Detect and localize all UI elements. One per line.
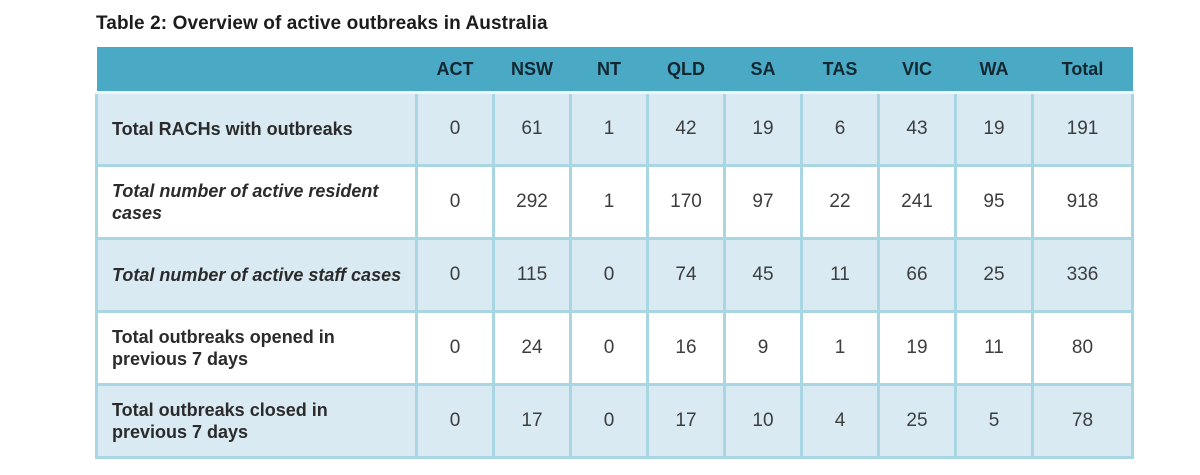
data-cell-act: 0 bbox=[415, 237, 495, 313]
column-header-act: ACT bbox=[416, 47, 494, 94]
data-cell-act: 0 bbox=[415, 164, 495, 240]
data-cell-nsw: 292 bbox=[492, 164, 572, 240]
table-row: Total outbreaks opened in previous 7 day… bbox=[95, 310, 1134, 386]
column-header-nsw: NSW bbox=[493, 47, 571, 94]
data-cell-total: 78 bbox=[1031, 383, 1134, 459]
table-caption: Table 2: Overview of active outbreaks in… bbox=[96, 13, 548, 34]
table-body: Total RACHs with outbreaks 0 61 1 42 19 6 43 19 1… bbox=[95, 91, 1134, 459]
header-row: ACT NSW NT QLD SA TAS VIC WA Total bbox=[96, 47, 1133, 94]
table-row: Total number of active resident cases 0 29… bbox=[95, 164, 1134, 240]
data-cell-total: 336 bbox=[1031, 237, 1134, 313]
data-cell-sa: 9 bbox=[723, 310, 803, 386]
data-cell-tas: 22 bbox=[800, 164, 880, 240]
column-header-total: Total bbox=[1032, 47, 1133, 94]
row-label: Total number of active resident cases bbox=[95, 164, 418, 240]
data-cell-act: 0 bbox=[415, 91, 495, 167]
data-cell-tas: 1 bbox=[800, 310, 880, 386]
data-cell-qld: 170 bbox=[646, 164, 726, 240]
corner-cell bbox=[96, 47, 417, 94]
row-label: Total outbreaks opened in previous 7 day… bbox=[95, 310, 418, 386]
data-cell-sa: 19 bbox=[723, 91, 803, 167]
data-cell-sa: 10 bbox=[723, 383, 803, 459]
data-cell-nt: 1 bbox=[569, 91, 649, 167]
column-header-nt: NT bbox=[570, 47, 648, 94]
data-cell-total: 80 bbox=[1031, 310, 1134, 386]
data-cell-qld: 42 bbox=[646, 91, 726, 167]
data-cell-total: 191 bbox=[1031, 91, 1134, 167]
data-cell-tas: 11 bbox=[800, 237, 880, 313]
data-cell-nt: 1 bbox=[569, 164, 649, 240]
data-cell-qld: 16 bbox=[646, 310, 726, 386]
table-row: Total RACHs with outbreaks 0 61 1 42 19 6 43 19 1… bbox=[95, 91, 1134, 167]
data-cell-nsw: 24 bbox=[492, 310, 572, 386]
data-cell-act: 0 bbox=[415, 310, 495, 386]
data-cell-nt: 0 bbox=[569, 383, 649, 459]
data-cell-wa: 19 bbox=[954, 91, 1034, 167]
table-header: ACT NSW NT QLD SA TAS VIC WA Total bbox=[96, 47, 1133, 94]
data-cell-nsw: 17 bbox=[492, 383, 572, 459]
data-cell-nt: 0 bbox=[569, 237, 649, 313]
data-cell-vic: 241 bbox=[877, 164, 957, 240]
data-cell-sa: 97 bbox=[723, 164, 803, 240]
column-header-tas: TAS bbox=[801, 47, 879, 94]
data-cell-vic: 66 bbox=[877, 237, 957, 313]
data-cell-qld: 17 bbox=[646, 383, 726, 459]
column-header-wa: WA bbox=[955, 47, 1033, 94]
data-cell-nt: 0 bbox=[569, 310, 649, 386]
outbreaks-table: ACT NSW NT QLD SA TAS VIC WA Total Total RACHs w… bbox=[95, 47, 1134, 459]
data-cell-wa: 11 bbox=[954, 310, 1034, 386]
data-cell-nsw: 115 bbox=[492, 237, 572, 313]
data-cell-act: 0 bbox=[415, 383, 495, 459]
data-cell-vic: 43 bbox=[877, 91, 957, 167]
table-row: Total outbreaks closed in previous 7 day… bbox=[95, 383, 1134, 459]
row-label: Total number of active staff cases bbox=[95, 237, 418, 313]
data-cell-sa: 45 bbox=[723, 237, 803, 313]
data-cell-tas: 6 bbox=[800, 91, 880, 167]
data-cell-tas: 4 bbox=[800, 383, 880, 459]
column-header-sa: SA bbox=[724, 47, 802, 94]
column-header-vic: VIC bbox=[878, 47, 956, 94]
data-cell-wa: 25 bbox=[954, 237, 1034, 313]
table-row: Total number of active staff cases 0 115 0 7… bbox=[95, 237, 1134, 313]
data-cell-vic: 25 bbox=[877, 383, 957, 459]
data-cell-total: 918 bbox=[1031, 164, 1134, 240]
data-cell-wa: 5 bbox=[954, 383, 1034, 459]
column-header-qld: QLD bbox=[647, 47, 725, 94]
row-label: Total RACHs with outbreaks bbox=[95, 91, 418, 167]
data-cell-nsw: 61 bbox=[492, 91, 572, 167]
data-cell-wa: 95 bbox=[954, 164, 1034, 240]
data-cell-vic: 19 bbox=[877, 310, 957, 386]
row-label: Total outbreaks closed in previous 7 day… bbox=[95, 383, 418, 459]
data-cell-qld: 74 bbox=[646, 237, 726, 313]
